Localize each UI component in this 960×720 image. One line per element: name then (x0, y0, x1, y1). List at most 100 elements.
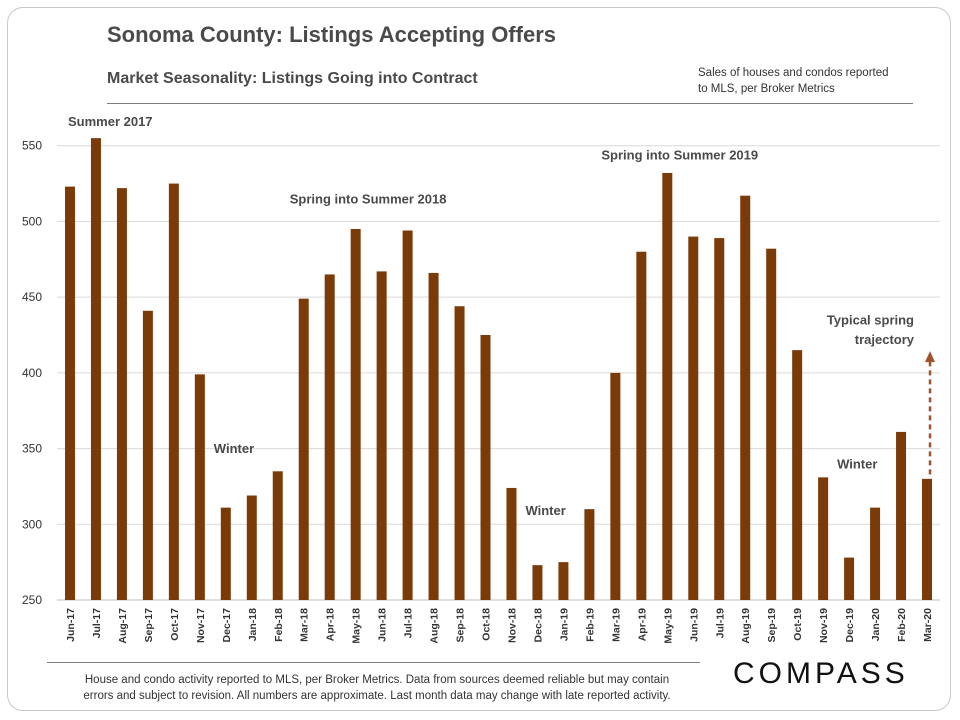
x-tick-label: Oct-18 (481, 608, 493, 641)
bar (90, 138, 101, 600)
x-tick-label: Sep-19 (766, 608, 778, 643)
y-tick-label: 350 (22, 442, 42, 456)
annotation-spring-summer-2018: Spring into Summer 2018 (290, 191, 447, 206)
bar (454, 306, 465, 600)
x-tick-label: Jan-19 (558, 608, 570, 641)
y-tick-label: 500 (22, 214, 42, 228)
page-title: Sonoma County: Listings Accepting Offers (107, 22, 556, 47)
x-tick-label: Aug-19 (740, 608, 752, 644)
bar (272, 471, 283, 600)
x-tick-label: Jan-20 (870, 608, 882, 641)
footer-line-1: House and condo activity reported to MLS… (84, 674, 670, 686)
x-tick-label: Dec-19 (844, 608, 856, 643)
footer-disclaimer: House and condo activity reported to MLS… (47, 672, 707, 704)
x-tick-label: Nov-18 (506, 608, 518, 643)
x-tick-label: Feb-19 (584, 608, 596, 642)
x-axis-ticks: Jun-17 Jul-17 Aug-17 Sep-17 Oct-17 Nov-17 Dec-… (65, 608, 934, 644)
x-tick-label: Oct-17 (169, 608, 181, 641)
bar (714, 238, 725, 601)
bar (792, 350, 803, 600)
annotation-typical-spring-line2: trajectory (855, 332, 915, 347)
bar (584, 509, 595, 600)
trajectory-arrow-head (925, 351, 936, 363)
annotations: Summer 2017 Spring into Summer 2018 Spring… (68, 114, 936, 518)
bar (194, 374, 205, 600)
x-tick-label: Mar-19 (610, 608, 622, 642)
y-axis-ticks: 250 300 350 400 450 500 550 (22, 139, 42, 607)
bar (532, 565, 543, 600)
bar (636, 251, 647, 600)
bar (558, 562, 569, 600)
x-tick-label: Apr-19 (636, 608, 648, 641)
bar (662, 172, 673, 600)
chart-subtitle: Market Seasonality: Listings Going into … (107, 70, 478, 87)
x-tick-label: May-18 (351, 608, 363, 644)
x-tick-label: Mar-20 (922, 608, 934, 642)
x-tick-label: Feb-20 (896, 608, 908, 642)
compass-logo: COMPASS (733, 657, 909, 690)
bar (844, 557, 855, 600)
x-tick-label: Nov-17 (195, 608, 207, 643)
slide-frame (7, 7, 951, 711)
bar (870, 507, 881, 600)
annotation-winter-2018: Winter (525, 503, 565, 518)
bar (610, 372, 621, 600)
gridlines (57, 145, 940, 601)
bar (64, 186, 75, 600)
bar (688, 236, 699, 601)
y-tick-label: 300 (22, 517, 42, 531)
bars (64, 138, 933, 601)
footer-line-2: errors and subject to revision. All numb… (83, 690, 671, 702)
header-divider (107, 103, 913, 104)
bar (740, 195, 751, 600)
source-note: Sales of houses and condos reported to M… (698, 65, 918, 97)
x-tick-label: Oct-19 (792, 608, 804, 641)
bar (350, 229, 361, 600)
x-tick-label: Aug-18 (429, 608, 441, 644)
annotation-typical-spring-line1: Typical spring (827, 312, 914, 327)
x-tick-label: Jul-19 (714, 608, 726, 639)
y-tick-label: 400 (22, 366, 42, 380)
x-tick-label: Feb-18 (273, 608, 285, 642)
bar (428, 272, 439, 600)
x-tick-label: Jun-17 (65, 608, 77, 642)
x-tick-label: May-19 (662, 608, 674, 644)
bar (818, 477, 829, 600)
x-tick-label: Jul-17 (91, 608, 103, 639)
x-tick-label: Nov-19 (818, 608, 830, 643)
x-tick-label: Dec-18 (532, 608, 544, 643)
x-tick-label: Sep-18 (455, 608, 467, 643)
bar (298, 298, 309, 600)
bar (896, 431, 907, 600)
bar (376, 271, 387, 600)
source-note-line-2: to MLS, per Broker Metrics (698, 83, 835, 95)
source-note-line-1: Sales of houses and condos reported (698, 67, 889, 79)
annotation-summer-2017: Summer 2017 (68, 114, 153, 129)
bar (116, 188, 127, 600)
y-tick-label: 450 (22, 290, 42, 304)
annotation-winter-2017: Winter (214, 441, 254, 456)
annotation-spring-summer-2019: Spring into Summer 2019 (601, 147, 758, 162)
x-tick-label: Jun-18 (377, 608, 389, 642)
bar (766, 248, 777, 600)
annotation-winter-2019: Winter (837, 456, 877, 471)
x-tick-label: Jan-18 (247, 608, 259, 641)
footer-divider (47, 662, 700, 663)
y-tick-label: 550 (22, 139, 42, 153)
x-tick-label: Jul-18 (403, 608, 415, 639)
bar (220, 507, 231, 600)
x-tick-label: Jun-19 (688, 608, 700, 642)
x-tick-label: Dec-17 (221, 608, 233, 643)
bar (246, 495, 257, 600)
bar (922, 478, 933, 600)
x-tick-label: Aug-17 (117, 608, 129, 644)
bar (506, 487, 517, 600)
bar (142, 310, 153, 600)
bar (402, 230, 413, 600)
bar (168, 183, 179, 601)
bar (324, 274, 335, 600)
x-tick-label: Sep-17 (143, 608, 155, 643)
x-tick-label: Mar-18 (299, 608, 311, 642)
bar (480, 335, 491, 600)
